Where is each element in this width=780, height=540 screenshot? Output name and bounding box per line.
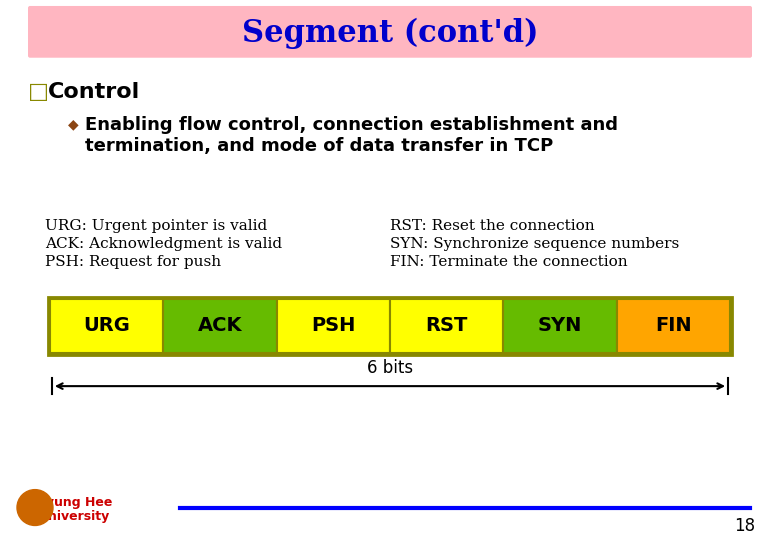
FancyBboxPatch shape [28, 6, 752, 58]
FancyBboxPatch shape [390, 299, 503, 353]
FancyBboxPatch shape [617, 299, 730, 353]
Text: FIN: Terminate the connection: FIN: Terminate the connection [390, 255, 628, 269]
Text: Control: Control [48, 82, 140, 102]
Text: RST: Reset the connection: RST: Reset the connection [390, 219, 594, 233]
FancyBboxPatch shape [48, 296, 732, 355]
Text: PSH: Request for push: PSH: Request for push [45, 255, 221, 269]
FancyBboxPatch shape [163, 299, 277, 353]
Text: URG: Urgent pointer is valid: URG: Urgent pointer is valid [45, 219, 268, 233]
FancyBboxPatch shape [277, 299, 390, 353]
Text: □: □ [28, 82, 49, 102]
Text: ACK: ACK [198, 316, 243, 335]
Text: 6 bits: 6 bits [367, 359, 413, 377]
Text: University: University [39, 510, 111, 523]
Text: FIN: FIN [655, 316, 692, 335]
FancyBboxPatch shape [50, 299, 163, 353]
Text: Enabling flow control, connection establishment and: Enabling flow control, connection establ… [85, 117, 618, 134]
Text: ACK: Acknowledgment is valid: ACK: Acknowledgment is valid [45, 237, 282, 251]
Text: SYN: Synchronize sequence numbers: SYN: Synchronize sequence numbers [390, 237, 679, 251]
Text: PSH: PSH [311, 316, 356, 335]
Text: URG: URG [83, 316, 130, 335]
Text: 18: 18 [734, 517, 755, 536]
Text: Kyung Hee: Kyung Hee [37, 496, 112, 509]
Text: ◆: ◆ [68, 117, 79, 131]
Text: RST: RST [425, 316, 468, 335]
Text: termination, and mode of data transfer in TCP: termination, and mode of data transfer i… [85, 137, 553, 156]
Text: SYN: SYN [538, 316, 582, 335]
Circle shape [17, 490, 53, 525]
FancyBboxPatch shape [503, 299, 617, 353]
Text: Segment (cont'd): Segment (cont'd) [242, 18, 538, 50]
